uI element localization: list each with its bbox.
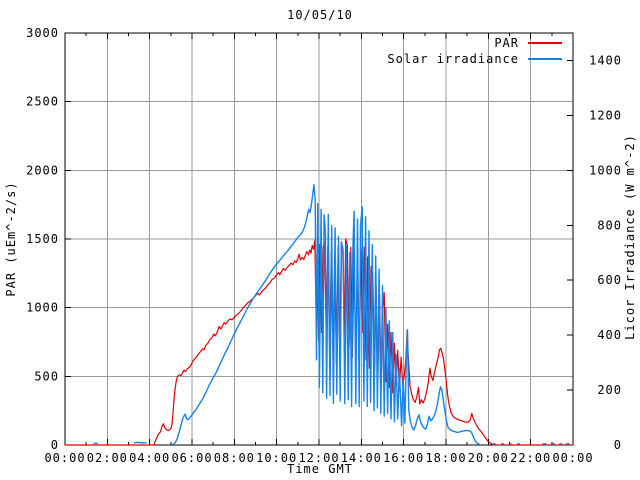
y-left-tick-label: 3000 <box>26 26 59 40</box>
x-tick-label: 04:00 <box>129 451 170 465</box>
x-tick-label: 20:00 <box>468 451 509 465</box>
x-tick-label: 16:00 <box>383 451 424 465</box>
y-right-tick-label: 200 <box>597 383 622 397</box>
series-solar-line <box>93 183 570 446</box>
x-tick-label: 12:00 <box>298 451 339 465</box>
y-right-tick-label: 1200 <box>589 108 622 122</box>
legend-swatch-solar <box>528 57 562 60</box>
legend-row-par: PAR <box>494 35 562 50</box>
y-axis-label-right: Licor Irradiance (W m^-2) <box>623 134 637 340</box>
x-tick-label: 10:00 <box>256 451 297 465</box>
x-axis-label: Time GMT <box>287 462 353 476</box>
x-tick-label: 08:00 <box>214 451 255 465</box>
tick-marks <box>64 32 574 446</box>
x-tick-label: 18:00 <box>425 451 466 465</box>
y-axis-label-left: PAR (uEm^-2/s) <box>4 181 18 297</box>
x-tick-label: 14:00 <box>341 451 382 465</box>
legend: PAR Solar irradiance <box>387 35 562 66</box>
x-tick-label: 22:00 <box>510 451 551 465</box>
legend-label-par: PAR <box>494 35 519 50</box>
y-left-tick-label: 2500 <box>26 95 59 109</box>
y-left-tick-label: 1000 <box>26 301 59 315</box>
legend-row-solar: Solar irradiance <box>387 51 562 66</box>
y-right-tick-label: 800 <box>597 218 622 232</box>
y-left-tick-label: 1500 <box>26 232 59 246</box>
x-tick-label: 00:00 <box>552 451 593 465</box>
y-right-tick-label: 600 <box>597 273 622 287</box>
y-left-tick-label: 500 <box>34 369 59 383</box>
chart-title: 10/05/10 <box>287 8 353 22</box>
y-right-tick-label: 0 <box>614 438 622 452</box>
legend-label-solar: Solar irradiance <box>387 51 519 66</box>
y-right-tick-label: 400 <box>597 328 622 342</box>
y-right-tick-label: 1400 <box>589 53 622 67</box>
x-tick-label: 00:00 <box>44 451 85 465</box>
tick-labels: 00:00 02:00 04:00 06:00 08:00 10:00 12:00 14:00… <box>26 26 622 465</box>
x-tick-label: 06:00 <box>171 451 212 465</box>
legend-swatch-par <box>528 41 562 44</box>
y-left-tick-label: 2000 <box>26 163 59 177</box>
x-tick-label: 02:00 <box>87 451 128 465</box>
y-right-tick-label: 1000 <box>589 163 622 177</box>
y-left-tick-label: 0 <box>51 438 59 452</box>
